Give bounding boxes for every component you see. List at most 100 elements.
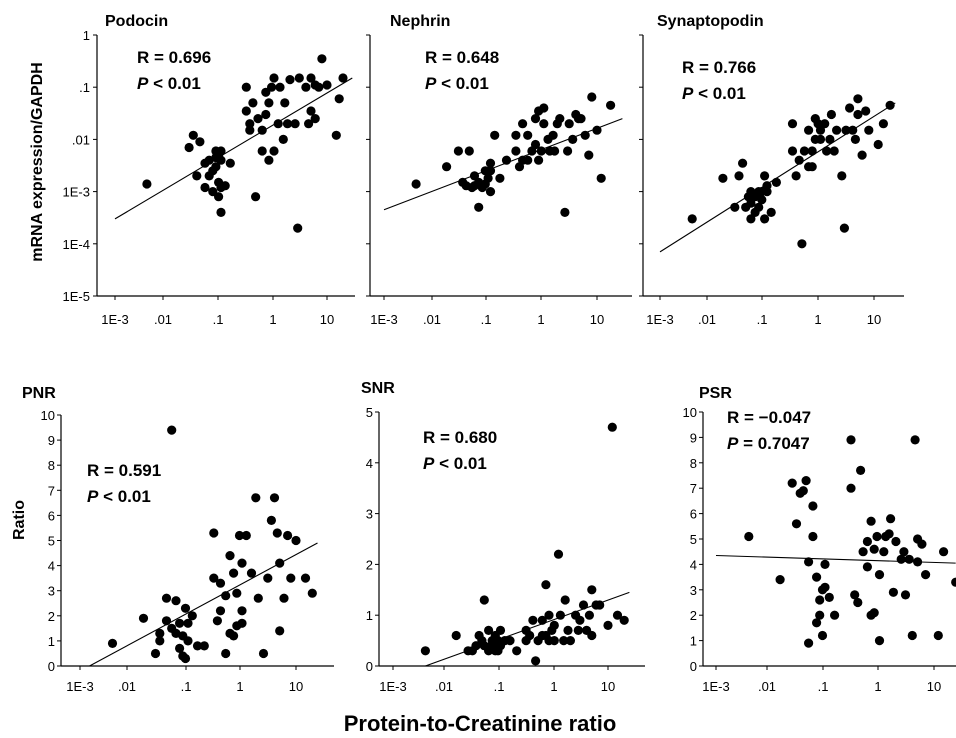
- psr-y-tick-label: 1: [690, 634, 697, 649]
- nephrin-point: [606, 100, 616, 110]
- psr-y-tick-label: 9: [690, 430, 697, 445]
- pnr-point: [237, 618, 247, 628]
- snr-point: [563, 625, 573, 636]
- pnr-stat-p-value: < 0.01: [98, 487, 150, 506]
- psr-y-tick-label: 7: [690, 481, 697, 496]
- nephrin-point: [576, 114, 586, 124]
- psr-x-tick-label: .01: [758, 679, 776, 694]
- psr-point: [891, 536, 901, 547]
- synaptopodin-point: [762, 181, 772, 191]
- podocin-stat-r: R = 0.696: [137, 48, 211, 67]
- nephrin-point: [548, 130, 558, 140]
- psr-point: [921, 570, 931, 580]
- podocin-point: [278, 134, 288, 144]
- synaptopodin-point: [757, 195, 767, 205]
- podocin-point: [304, 119, 314, 129]
- pnr-point: [266, 515, 276, 526]
- podocin-y-tick-label: 1E-3: [63, 185, 90, 200]
- nephrin-stat-p-value: < 0.01: [436, 74, 488, 93]
- synaptopodin-point: [754, 202, 764, 212]
- pnr-point: [155, 636, 165, 646]
- synaptopodin-point: [841, 125, 851, 135]
- pnr-point: [237, 606, 247, 616]
- pnr-y-tick-label: 0: [48, 659, 55, 674]
- pnr-y-tick-label: 3: [48, 584, 55, 599]
- podocin-stat-p-value: < 0.01: [148, 74, 200, 93]
- nephrin-point: [469, 171, 480, 181]
- snr-x-tick-label: 1: [550, 679, 557, 694]
- psr-point: [812, 572, 822, 582]
- psr-point: [791, 519, 802, 529]
- pnr-point: [167, 425, 177, 435]
- psr-point: [910, 435, 920, 445]
- synaptopodin-x-tick-label: 1E-3: [646, 312, 673, 327]
- synaptopodin-point: [839, 223, 850, 233]
- pnr-point: [209, 528, 219, 538]
- psr-stat-p-symbol: P: [727, 434, 739, 453]
- psr-point: [862, 562, 873, 572]
- pnr-y-tick-label: 6: [48, 508, 55, 523]
- podocin-point: [282, 119, 293, 129]
- pnr-y-tick-label: 8: [48, 458, 55, 473]
- synaptopodin-point: [791, 171, 801, 181]
- psr-y-tick-label: 0: [690, 659, 697, 674]
- podocin-point: [314, 82, 324, 92]
- podocin-point: [290, 119, 300, 129]
- podocin-point: [248, 98, 258, 108]
- nephrin-point: [530, 139, 541, 150]
- nephrin-point: [483, 173, 493, 183]
- pnr-point: [275, 558, 285, 568]
- pnr-point: [279, 593, 289, 603]
- podocin-point: [331, 130, 341, 140]
- pnr-point: [246, 568, 257, 578]
- snr-point: [531, 656, 541, 666]
- podocin-point: [264, 98, 274, 108]
- pnr-point: [155, 628, 165, 639]
- snr-point: [544, 610, 554, 620]
- nephrin-point: [536, 146, 546, 156]
- pnr-point: [187, 611, 197, 621]
- snr-point: [575, 615, 585, 625]
- snr-point: [528, 615, 538, 625]
- pnr-x-tick-label: .1: [181, 679, 192, 694]
- podocin-x-tick-label: 1E-3: [101, 312, 128, 327]
- pnr-point: [258, 648, 269, 659]
- nephrin-point: [539, 103, 549, 113]
- psr-point: [913, 557, 923, 567]
- psr-y-tick-label: 8: [690, 456, 697, 471]
- pnr-point: [215, 578, 226, 588]
- pnr-point: [180, 603, 191, 613]
- nephrin-point: [596, 173, 606, 183]
- nephrin-x-tick-label: .01: [423, 312, 441, 327]
- nephrin-point: [564, 119, 574, 129]
- podocin-point: [322, 80, 332, 90]
- synaptopodin-title: Synaptopodin: [657, 13, 764, 30]
- psr-point: [907, 630, 917, 641]
- nephrin-point: [490, 130, 500, 140]
- podocin-point: [261, 109, 271, 120]
- pnr-point: [138, 613, 149, 623]
- synaptopodin-point: [794, 155, 804, 165]
- nephrin-point: [568, 134, 578, 144]
- synaptopodin-point: [864, 125, 874, 135]
- synaptopodin-point: [826, 109, 837, 120]
- psr-point: [874, 570, 885, 580]
- podocin-point: [184, 142, 194, 153]
- nephrin-point: [534, 155, 544, 165]
- synaptopodin-point: [850, 134, 861, 144]
- snr-stat-r: R = 0.680: [423, 428, 497, 447]
- pnr-point: [237, 558, 247, 568]
- podocin-y-tick-label: .1: [79, 80, 90, 95]
- podocin-point: [192, 171, 202, 181]
- synaptopodin-point: [878, 119, 889, 129]
- psr-point: [775, 575, 785, 585]
- pnr-point: [300, 573, 311, 583]
- psr-x-tick-label: 1: [874, 679, 881, 694]
- psr-point: [899, 547, 909, 557]
- snr-title: SNR: [361, 380, 395, 397]
- pnr-point: [209, 573, 219, 583]
- psr-y-tick-label: 6: [690, 507, 697, 522]
- snr-y-tick-label: 1: [366, 608, 373, 623]
- snr-y-tick-label: 4: [366, 456, 373, 471]
- psr-point: [917, 539, 927, 549]
